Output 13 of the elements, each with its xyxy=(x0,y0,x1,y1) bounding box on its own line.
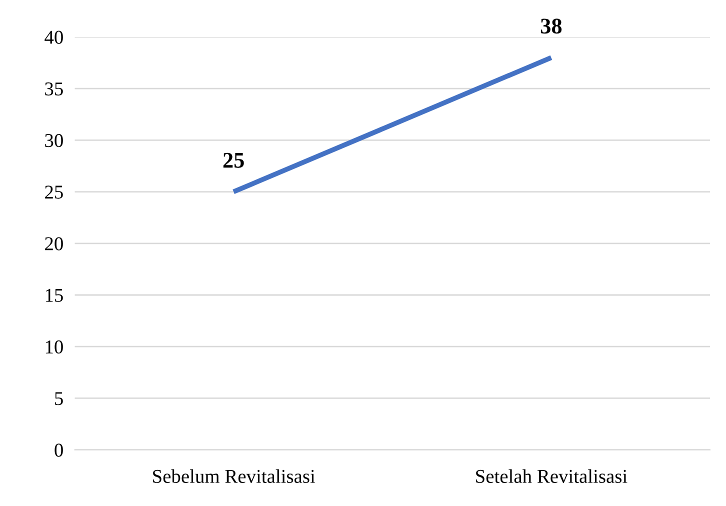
y-tick-label: 0 xyxy=(54,444,63,457)
y-tick-label: 30 xyxy=(45,134,63,148)
y-tick-label: 10 xyxy=(46,340,63,354)
data-label: 25 xyxy=(223,152,244,168)
x-tick-label: Sebelum Revitalisasi xyxy=(153,469,316,483)
y-tick-label: 25 xyxy=(45,186,63,199)
y-tick-label: 35 xyxy=(45,82,63,96)
y-tick-label: 15 xyxy=(46,288,63,302)
x-tick-label: Setelah Revitalisasi xyxy=(476,469,628,483)
y-tick-label: 20 xyxy=(45,237,63,250)
y-tick-label: 5 xyxy=(55,392,63,406)
y-tick-label: 40 xyxy=(44,30,63,44)
data-label: 38 xyxy=(540,18,562,34)
